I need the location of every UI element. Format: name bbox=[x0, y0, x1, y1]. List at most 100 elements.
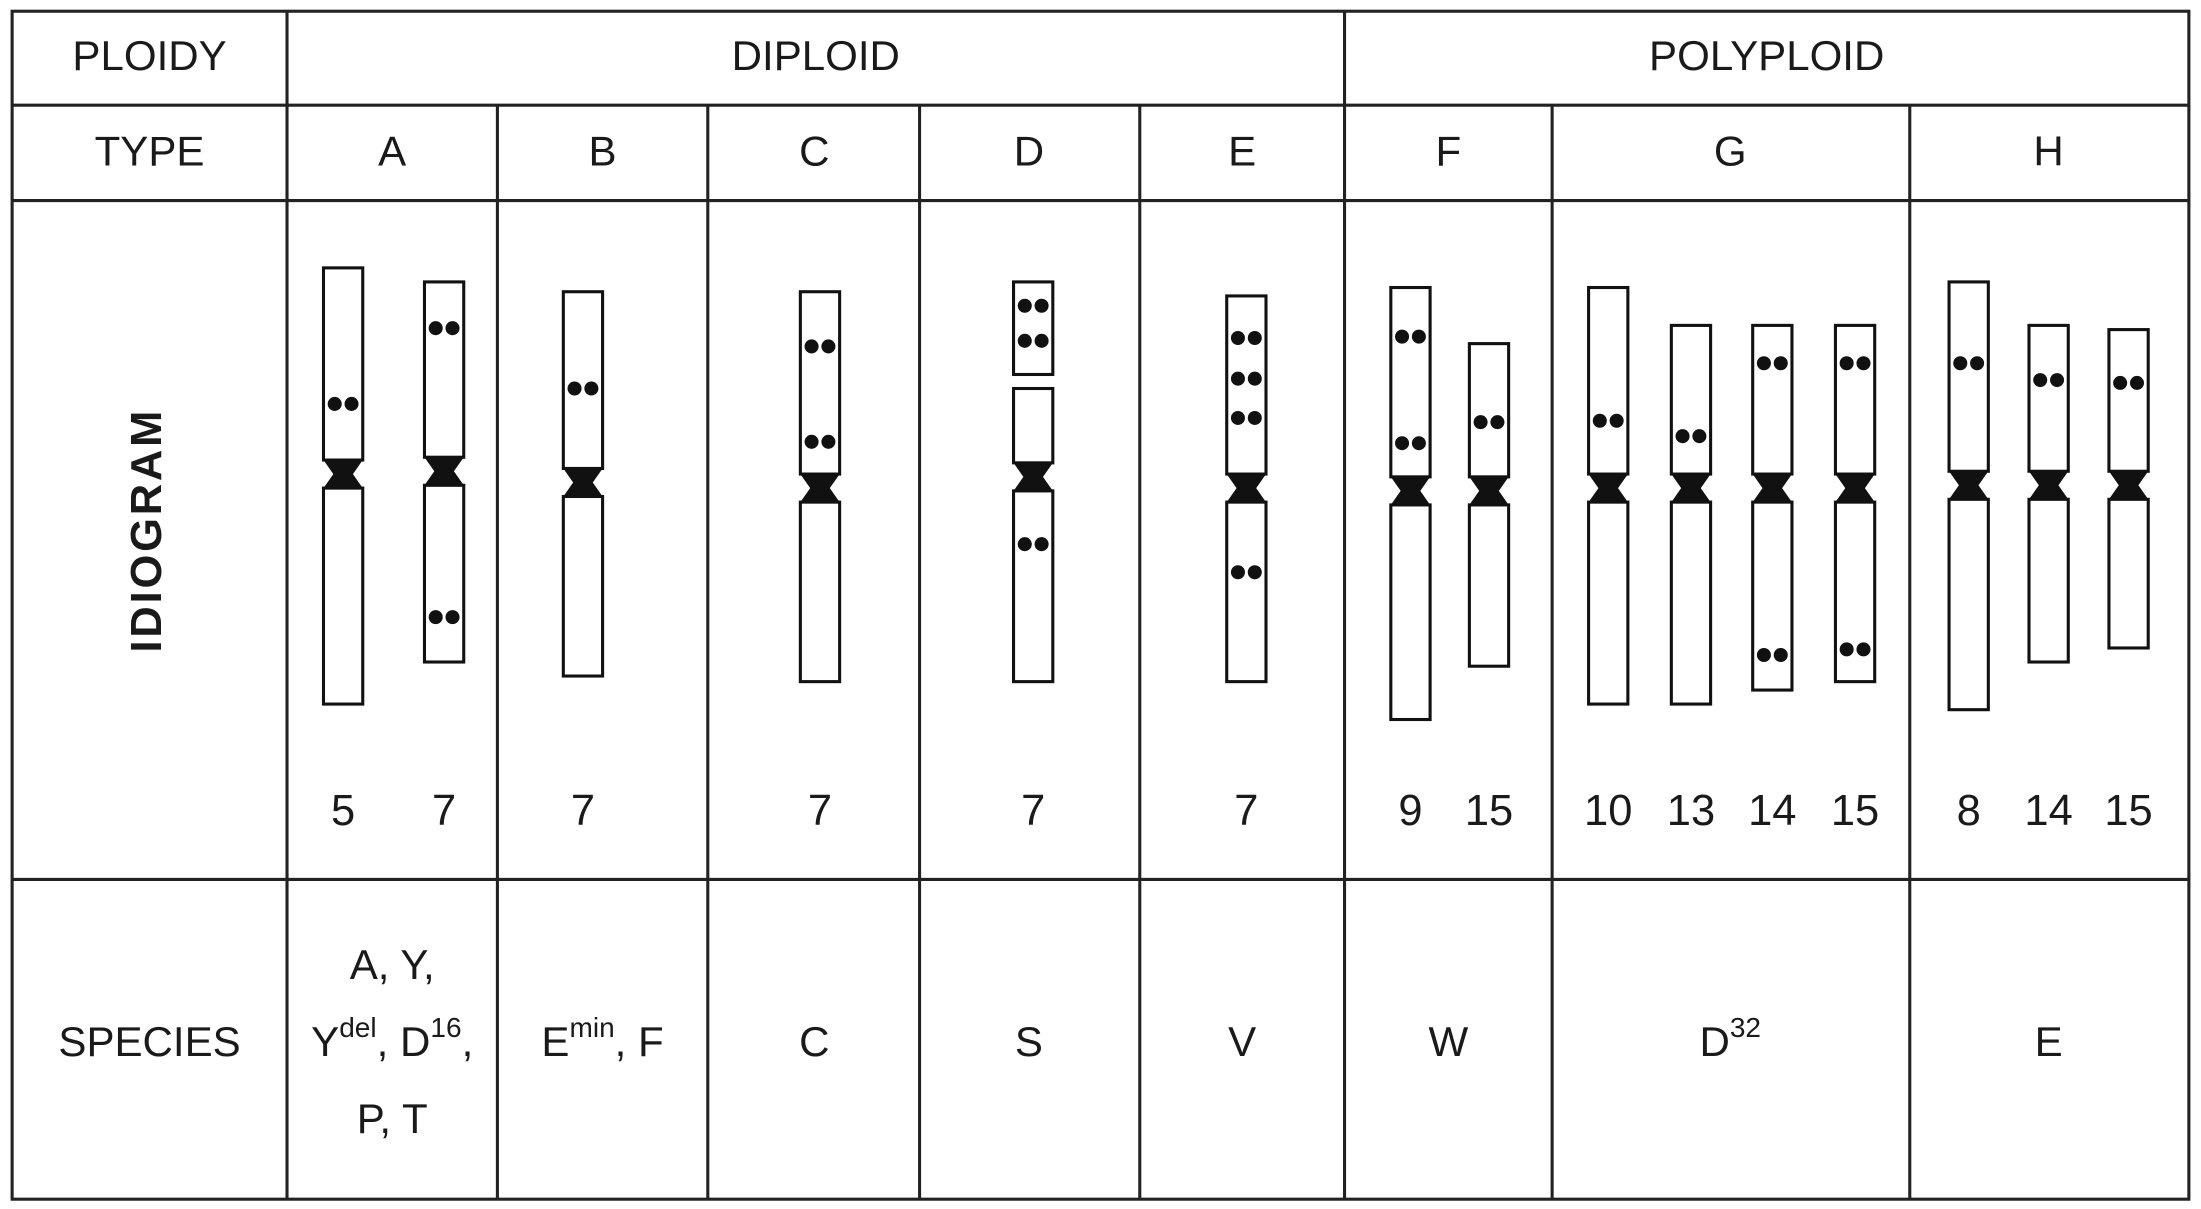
row-header: PLOIDY bbox=[72, 32, 226, 79]
type-label: F bbox=[1435, 127, 1461, 174]
chromosome-band bbox=[1230, 565, 1245, 580]
chromosome-band bbox=[1609, 413, 1624, 428]
chromosome-arm bbox=[1225, 500, 1268, 684]
chromosome-arm bbox=[2107, 497, 2150, 650]
chromosome-band bbox=[1839, 642, 1854, 657]
chromosome-arm bbox=[1467, 503, 1511, 668]
chromosome-band bbox=[1017, 298, 1032, 313]
species-superscript: del bbox=[339, 1012, 376, 1043]
chromosome-number: 7 bbox=[1234, 787, 1258, 835]
centromere bbox=[2108, 471, 2149, 500]
species-run: D bbox=[1699, 1018, 1729, 1065]
centromere bbox=[1671, 474, 1711, 503]
species-text: D32 bbox=[1699, 1012, 1761, 1065]
chromosome-band bbox=[1411, 436, 1426, 451]
centromere bbox=[2028, 471, 2069, 500]
chromosome-band bbox=[327, 396, 342, 411]
table-border bbox=[10, 9, 2191, 1201]
type-label: C bbox=[799, 127, 829, 174]
species-text: A, Y, bbox=[350, 941, 435, 988]
chromosome-band bbox=[445, 321, 460, 336]
chromosome-arm bbox=[1751, 500, 1794, 692]
chromosome-band bbox=[1247, 371, 1262, 386]
chromosome-number: 15 bbox=[1831, 787, 1879, 835]
chromosome-band bbox=[2050, 373, 2065, 388]
centromere bbox=[1226, 474, 1267, 503]
chromosome bbox=[1669, 323, 1713, 706]
species-superscript: 16 bbox=[430, 1012, 461, 1043]
centromere bbox=[1588, 474, 1628, 503]
chromosome-arm bbox=[1587, 285, 1630, 476]
chromosome-band bbox=[1856, 356, 1871, 371]
chromosome-number: 14 bbox=[1748, 787, 1796, 835]
chromosome-band bbox=[2129, 375, 2144, 390]
chromosome-band bbox=[1773, 356, 1788, 371]
species-superscript: 32 bbox=[1730, 1012, 1761, 1043]
chromosome-number: 13 bbox=[1667, 787, 1715, 835]
chromosome-band bbox=[1247, 331, 1262, 346]
species-run: E bbox=[2035, 1018, 2063, 1065]
chromosome-band bbox=[1017, 537, 1032, 552]
ploidy-group: POLYPLOID bbox=[1649, 32, 1884, 79]
chromosome bbox=[321, 266, 365, 706]
chromosome-band bbox=[1395, 436, 1410, 451]
species-run: C bbox=[799, 1018, 829, 1065]
species-text: Emin, F bbox=[541, 1012, 663, 1065]
chromosome-arm bbox=[1669, 323, 1713, 476]
chromosome-band bbox=[1034, 333, 1049, 348]
chromosome-arm bbox=[321, 486, 365, 706]
chromosome-band bbox=[804, 339, 819, 354]
chromosome-band bbox=[1756, 647, 1771, 663]
ploidy-group: DIPLOID bbox=[732, 32, 900, 79]
chromosome-band bbox=[1034, 298, 1049, 313]
chromosome-number: 5 bbox=[331, 787, 355, 835]
species-run: , bbox=[462, 1018, 474, 1065]
row-header: IDIOGRAM bbox=[123, 408, 171, 653]
chromosome-arm bbox=[2027, 323, 2070, 473]
species-text: E bbox=[2035, 1018, 2063, 1065]
chromosome-band bbox=[1773, 647, 1788, 663]
chromosome-number: 15 bbox=[2104, 787, 2152, 835]
chromosome-band bbox=[567, 381, 582, 396]
chromosome-satellite bbox=[1011, 280, 1055, 377]
chromosome-arm bbox=[2107, 328, 2150, 473]
chromosome-band bbox=[445, 610, 460, 625]
chromosome bbox=[561, 290, 605, 678]
chromosome-band bbox=[1675, 429, 1690, 444]
chromosome-band bbox=[1970, 356, 1985, 371]
chromosome-arm bbox=[422, 280, 466, 459]
centromere bbox=[1949, 471, 1989, 500]
chromosome bbox=[1751, 323, 1794, 692]
chromosome-band bbox=[1230, 331, 1245, 346]
chromosome-arm bbox=[1225, 294, 1268, 476]
chromosome bbox=[1587, 285, 1630, 706]
centromere bbox=[1013, 462, 1053, 491]
type-label: E bbox=[1228, 127, 1256, 174]
chromosome-band bbox=[1856, 642, 1871, 657]
chromosome-band bbox=[821, 339, 836, 354]
species-text: S bbox=[1015, 1018, 1043, 1065]
species-run: , D bbox=[377, 1018, 431, 1065]
chromosome bbox=[1011, 280, 1055, 684]
chromosome-arm bbox=[1467, 342, 1511, 479]
type-label: B bbox=[589, 127, 617, 174]
chromosome-band bbox=[1017, 333, 1032, 348]
centromere bbox=[1390, 476, 1431, 505]
centromere bbox=[424, 457, 464, 486]
chromosome-band bbox=[344, 396, 359, 411]
chromosome-number: 8 bbox=[1957, 787, 1981, 835]
chromosome-number: 7 bbox=[432, 787, 456, 835]
chromosome-band bbox=[1230, 410, 1245, 425]
species-run: , F bbox=[615, 1018, 664, 1065]
chromosome bbox=[1389, 285, 1432, 722]
chromosome-band bbox=[1592, 413, 1607, 428]
centromere bbox=[800, 474, 840, 503]
chromosome-band bbox=[1953, 356, 1968, 371]
chromosome bbox=[1947, 280, 1990, 712]
species-superscript: min bbox=[569, 1012, 614, 1043]
chromosome-arm bbox=[422, 483, 466, 664]
chromosome-arm bbox=[1011, 386, 1055, 465]
species-run: E bbox=[541, 1018, 569, 1065]
species-text: Ydel, D16, bbox=[311, 1012, 473, 1065]
chromosome-arm bbox=[1833, 500, 1877, 684]
